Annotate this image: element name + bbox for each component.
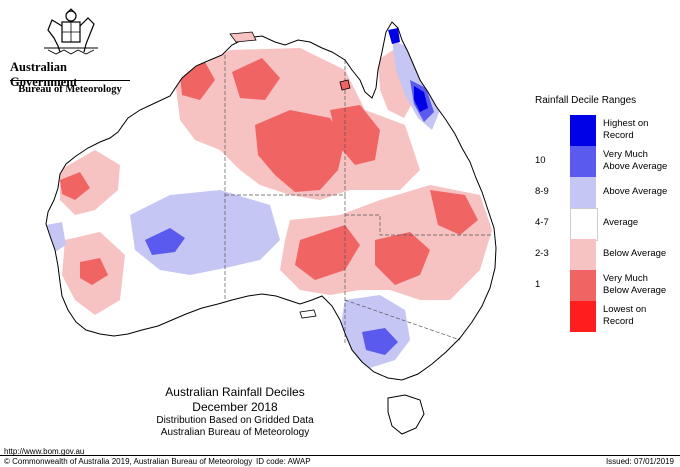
tasmania [387, 394, 425, 435]
map-note: Distribution Based on Gridded Data [156, 415, 314, 426]
legend-row: Lowest on Record [535, 301, 675, 333]
legend-code: 1 [535, 279, 541, 290]
legend-label: Below Average [603, 248, 680, 260]
legend-label-line1: Below Average [603, 248, 667, 259]
footer: © Commonwealth of Australia 2019, Austra… [0, 455, 680, 467]
region-very-much-below-gulf [330, 105, 380, 165]
legend-label-line1: Very Much [603, 273, 648, 284]
footer-issued-date: Issued: 07/01/2019 [605, 457, 674, 466]
region-very-much-above-central [145, 228, 185, 255]
legend-label-line1: Average [603, 217, 639, 228]
legend-swatch [570, 270, 596, 301]
legend-label: Lowest on Record [603, 304, 680, 328]
melville-island [229, 31, 257, 43]
state-borders [224, 55, 492, 345]
region-very-much-below-qld [430, 190, 478, 235]
australia-mainland [46, 22, 496, 380]
border-nsw-vic [344, 299, 461, 341]
legend-swatch [570, 239, 596, 270]
footer-copyright: © Commonwealth of Australia 2019, Austra… [4, 457, 253, 466]
legend-label: Above Average [603, 186, 680, 198]
legend-swatch [570, 208, 598, 241]
legend-label: Highest on Record [603, 118, 680, 142]
footer-id-code: ID code: AWAP [256, 457, 311, 466]
legend-row: 2-3 Below Average [535, 239, 675, 271]
region-very-much-below-sw [80, 258, 108, 285]
region-highest-on-record-cairns [414, 86, 428, 112]
legend-label-line2: Record [603, 130, 634, 141]
region-very-much-above-vic [362, 328, 398, 355]
map-source: Australian Bureau of Meteorology [160, 427, 310, 438]
region-above-average-central-west [130, 190, 280, 275]
bureau-name: Bureau of Meteorology [10, 80, 130, 95]
legend-swatch [570, 146, 596, 177]
legend-label-line2: Record [603, 316, 634, 327]
legend-code: 4-7 [535, 217, 549, 228]
legend-label-line2: Below Average [603, 285, 667, 296]
legend-code: 2-3 [535, 248, 549, 259]
map-period: December 2018 [192, 400, 278, 414]
legend-title: Rainfall Decile Ranges [535, 95, 637, 106]
region-highest-on-record-cape [388, 28, 400, 44]
legend-label: Very Much Above Average [603, 149, 680, 173]
legend-row: Highest on Record [535, 115, 675, 147]
coat-of-arms-icon [44, 8, 98, 55]
legend-row: 8-9 Above Average [535, 177, 675, 209]
footer-divider [0, 455, 680, 456]
legend-label: Very Much Below Average [603, 273, 680, 297]
legend-label-line1: Very Much [603, 149, 648, 160]
region-very-much-below-nsw [375, 232, 430, 285]
legend-code: 8-9 [535, 186, 549, 197]
legend-label: Average [603, 217, 680, 229]
legend-label-line1: Above Average [603, 186, 668, 197]
legend-code: 10 [535, 155, 546, 166]
region-very-much-below-topend [232, 58, 280, 100]
legend-row: 1 Very Much Below Average [535, 270, 675, 302]
government-name: Australian Government [10, 60, 78, 89]
legend-swatch [570, 301, 596, 332]
groote-island [339, 79, 351, 91]
border-qld-nsw [345, 214, 492, 236]
legend-label-line2: Above Average [603, 161, 668, 172]
region-very-much-below-pilbara [60, 172, 90, 200]
region-very-much-below-central-north [255, 110, 345, 192]
coastline [45, 21, 497, 381]
legend-label-line1: Lowest on [603, 304, 647, 315]
map-title-block: Australian Rainfall Deciles December 201… [135, 385, 335, 439]
region-very-much-below-sa [295, 225, 360, 280]
legend-row: 10 Very Much Above Average [535, 146, 675, 178]
footer-url[interactable]: http://www.bom.gov.au [4, 447, 85, 456]
legend-row: 4-7 Average [535, 208, 675, 241]
legend-label-line1: Highest on [603, 118, 649, 129]
map-title: Australian Rainfall Deciles [165, 385, 305, 399]
legend-swatch [570, 177, 596, 208]
kangaroo-island [299, 309, 317, 319]
legend-swatch [570, 115, 596, 146]
